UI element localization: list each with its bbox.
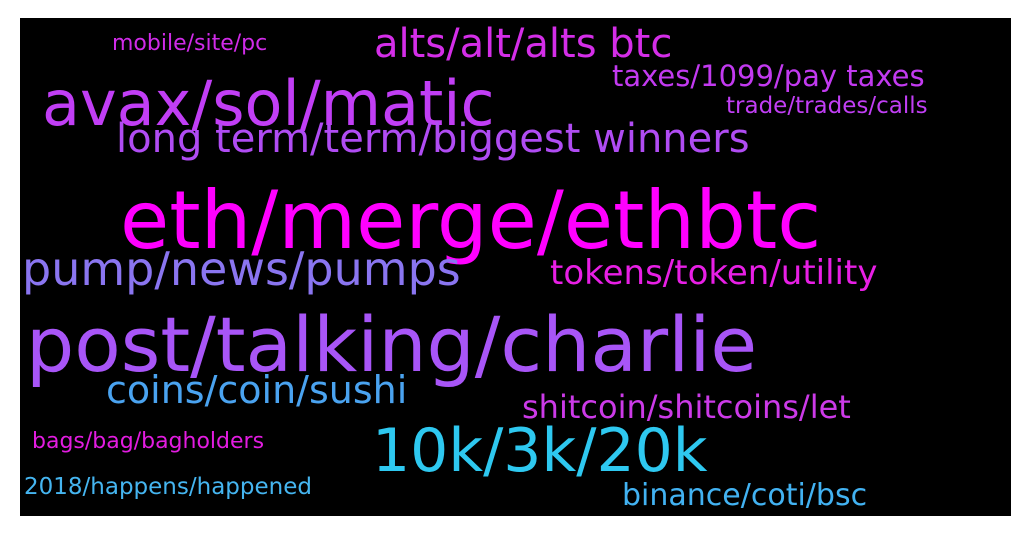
word-long-term: long term/term/biggest winners — [116, 116, 750, 162]
word-pump-news-pumps: pump/news/pumps — [22, 242, 461, 296]
word-coins-coin-sushi: coins/coin/sushi — [106, 368, 408, 412]
word-alts-alt: alts/alt/alts btc — [374, 21, 673, 67]
word-eth-merge-ethbtc: eth/merge/ethbtc — [120, 174, 822, 267]
word-bags-bag-bagholders: bags/bag/bagholders — [32, 429, 265, 454]
word-tokens-token-utility: tokens/token/utility — [550, 253, 878, 293]
word-trade-trades-calls: trade/trades/calls — [726, 93, 928, 119]
word-mobile-site-pc: mobile/site/pc — [112, 31, 268, 56]
word-binance-coti-bsc: binance/coti/bsc — [622, 478, 868, 513]
word-10k-3k-20k: 10k/3k/20k — [372, 416, 708, 486]
word-post-talking-charlie: post/talking/charlie — [26, 300, 758, 389]
word-cloud: eth/merge/ethbtc post/talking/charlie av… — [20, 18, 1011, 516]
word-taxes: taxes/1099/pay taxes — [612, 59, 925, 93]
word-2018-happens: 2018/happens/happened — [24, 474, 312, 500]
word-avax-sol-matic: avax/sol/matic — [42, 67, 495, 140]
word-shitcoin: shitcoin/shitcoins/let — [522, 388, 851, 426]
